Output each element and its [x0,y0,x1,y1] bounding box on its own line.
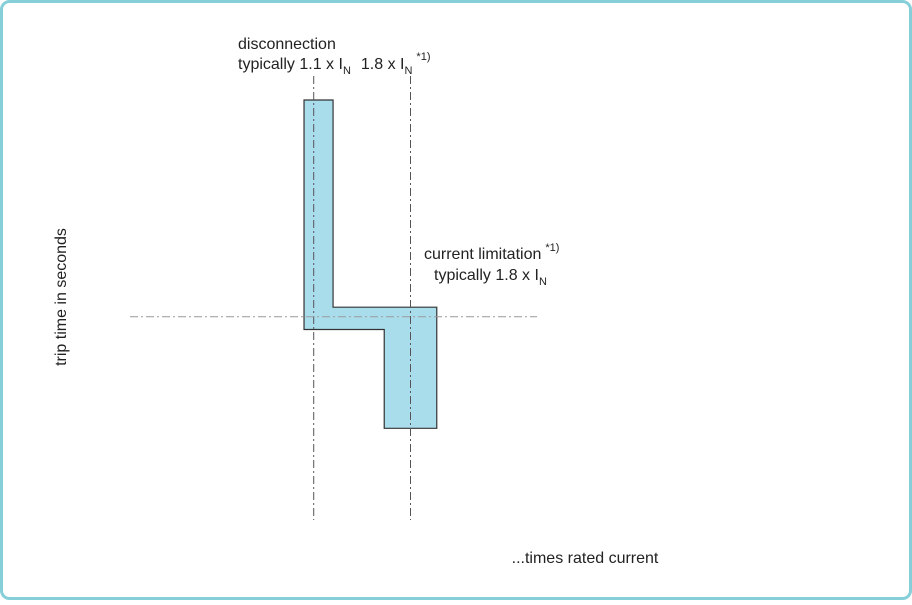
annotation-box [418,236,596,292]
annotation-sub: N [404,65,412,77]
trip-band [303,99,438,429]
annotation-sub: N [539,276,547,288]
marks [130,76,537,520]
x-axis-label: ...times rated current [512,550,659,567]
annotation: typically 1.1 x IN 1.8 x IN*1) [238,51,430,77]
annotation: disconnection [238,36,336,53]
annotation-sub: N [343,65,351,77]
annotation-part: current limitation [424,246,541,263]
y-axis-label: trip time in seconds [53,228,70,366]
annotation: current limitation *1) [424,242,559,263]
annotation-part: 1.8 x I [361,56,405,73]
annotation-note: *1) [545,242,559,254]
annotation-part: typically 1.8 x I [434,267,539,284]
annotation: typically 1.8 x IN [434,267,547,288]
annotation-part: typically 1.1 x I [238,56,343,73]
annotation-note: *1) [416,51,430,63]
